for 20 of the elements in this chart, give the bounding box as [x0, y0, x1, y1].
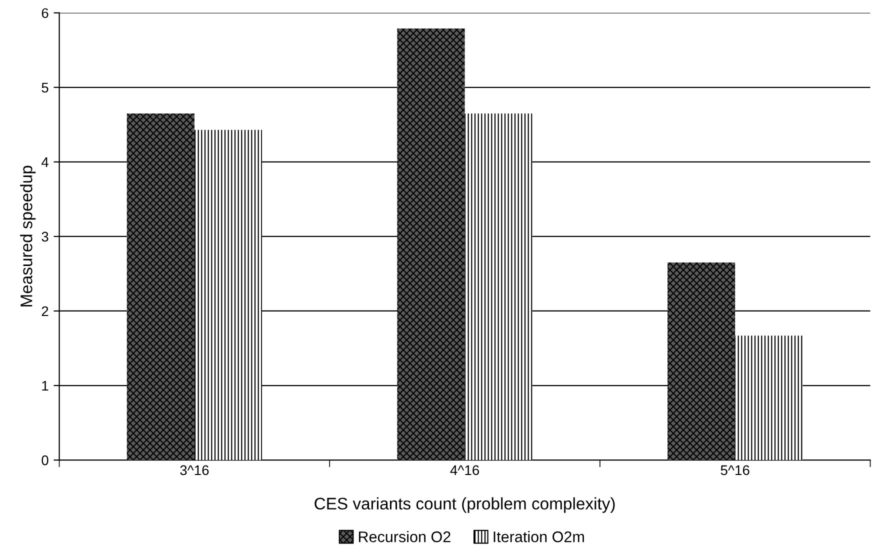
y-tick-label: 4 — [41, 157, 48, 167]
bar — [194, 130, 262, 460]
y-tick-label: 0 — [42, 455, 48, 466]
bar — [397, 28, 465, 460]
y-tick-label: 3 — [42, 232, 48, 242]
y-tick-label: 6 — [42, 8, 48, 18]
x-axis-title: CES variants count (problem complexity) — [314, 497, 615, 513]
x-tick-label: 4^16 — [450, 465, 480, 476]
bar — [668, 262, 736, 460]
x-tick-label: 5^16 — [720, 465, 750, 476]
y-axis-title: Measured speedup — [20, 166, 36, 306]
y-tick-label: 5 — [42, 82, 48, 93]
legend-label: Recursion O2 — [358, 531, 450, 542]
bar — [735, 336, 803, 460]
x-tick-label: 3^16 — [180, 465, 209, 476]
bar — [126, 113, 194, 460]
y-tick-label: 1 — [42, 381, 48, 391]
bar — [464, 113, 532, 460]
legend-label: Iteration O2m — [494, 531, 584, 542]
y-tick-label: 2 — [42, 306, 48, 316]
